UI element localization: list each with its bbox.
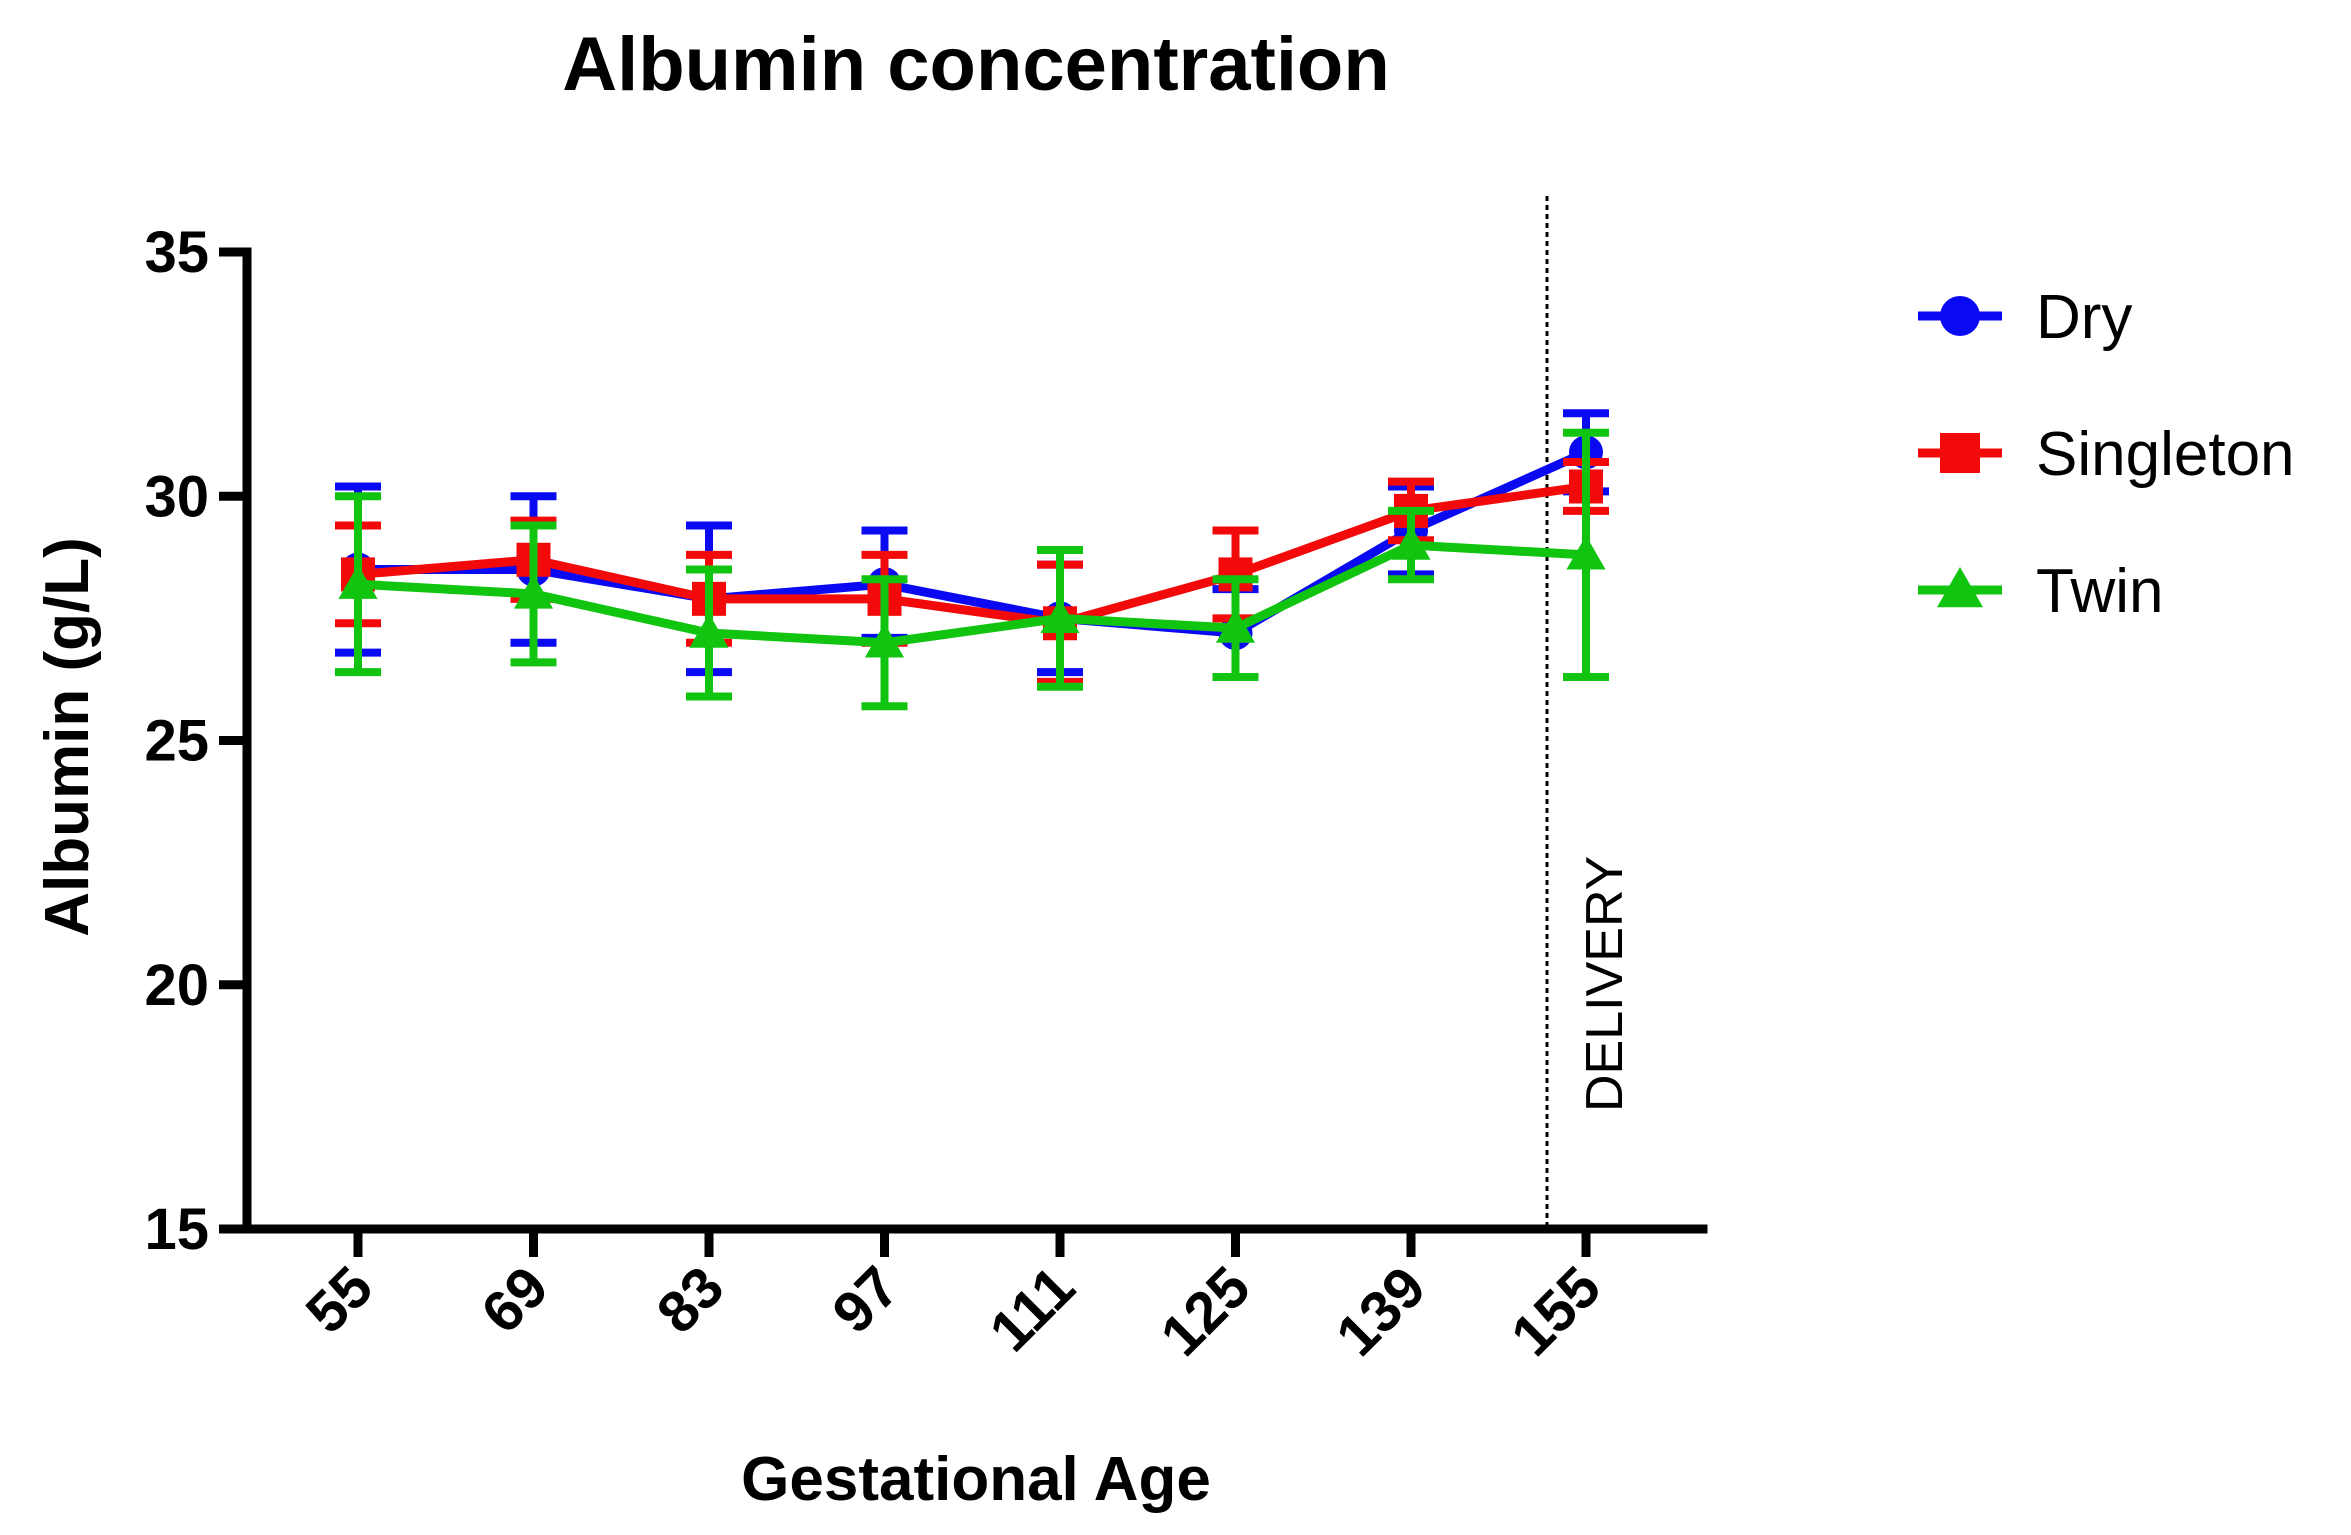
x-tick-label: 125 <box>1148 1254 1262 1368</box>
series-line-twin <box>357 540 1587 648</box>
legend-label-singleton: Singleton <box>2036 420 2295 489</box>
legend-label-twin: Twin <box>2036 557 2163 626</box>
x-tick-label: 55 <box>294 1254 386 1346</box>
y-axis-label: Albumin (g/L) <box>33 537 102 936</box>
data-point-twin <box>513 574 554 609</box>
legend-marker-twin <box>1937 567 1983 608</box>
x-tick-label: 69 <box>469 1254 561 1346</box>
data-point-twin <box>338 564 378 599</box>
data-point-twin <box>1391 525 1431 560</box>
delivery-annotation: DELIVERY <box>1576 856 1634 1112</box>
legend-marker-dry <box>1940 296 1980 336</box>
data-point-twin <box>689 613 729 648</box>
plot-area: 15 20 25 30 35 55 69 83 97 111 125 139 155 DELIVERY <box>144 196 1708 1369</box>
y-tick-label: 35 <box>144 220 209 285</box>
x-tick-label: 111 <box>977 1254 1087 1364</box>
legend: Dry Singleton Twin <box>1918 283 2295 626</box>
legend-marker-singleton <box>1940 433 1980 473</box>
x-tick-label: 155 <box>1499 1254 1613 1368</box>
series-twin <box>335 428 1609 711</box>
x-tick-label: 83 <box>645 1254 737 1346</box>
series-line-singleton <box>357 482 1587 628</box>
y-tick-label: 30 <box>144 464 209 529</box>
y-tick-label: 25 <box>144 709 209 774</box>
x-tick-label: 139 <box>1324 1254 1438 1368</box>
legend-label-dry: Dry <box>2036 283 2132 352</box>
data-point-twin <box>1215 608 1256 643</box>
x-axis-label: Gestational Age <box>741 1445 1211 1514</box>
legend-item-twin: Twin <box>1918 557 2163 626</box>
legend-item-dry: Dry <box>1918 283 2132 352</box>
legend-item-singleton: Singleton <box>1918 420 2295 489</box>
y-tick-label: 15 <box>144 1197 209 1262</box>
data-point-twin <box>1040 598 1080 634</box>
data-point-twin <box>1566 535 1606 570</box>
data-point-twin <box>864 623 905 658</box>
chart-title: Albumin concentration <box>562 22 1390 107</box>
y-tick-label: 20 <box>144 953 209 1018</box>
series-line-dry <box>358 448 1588 638</box>
x-tick-label: 97 <box>820 1254 912 1346</box>
